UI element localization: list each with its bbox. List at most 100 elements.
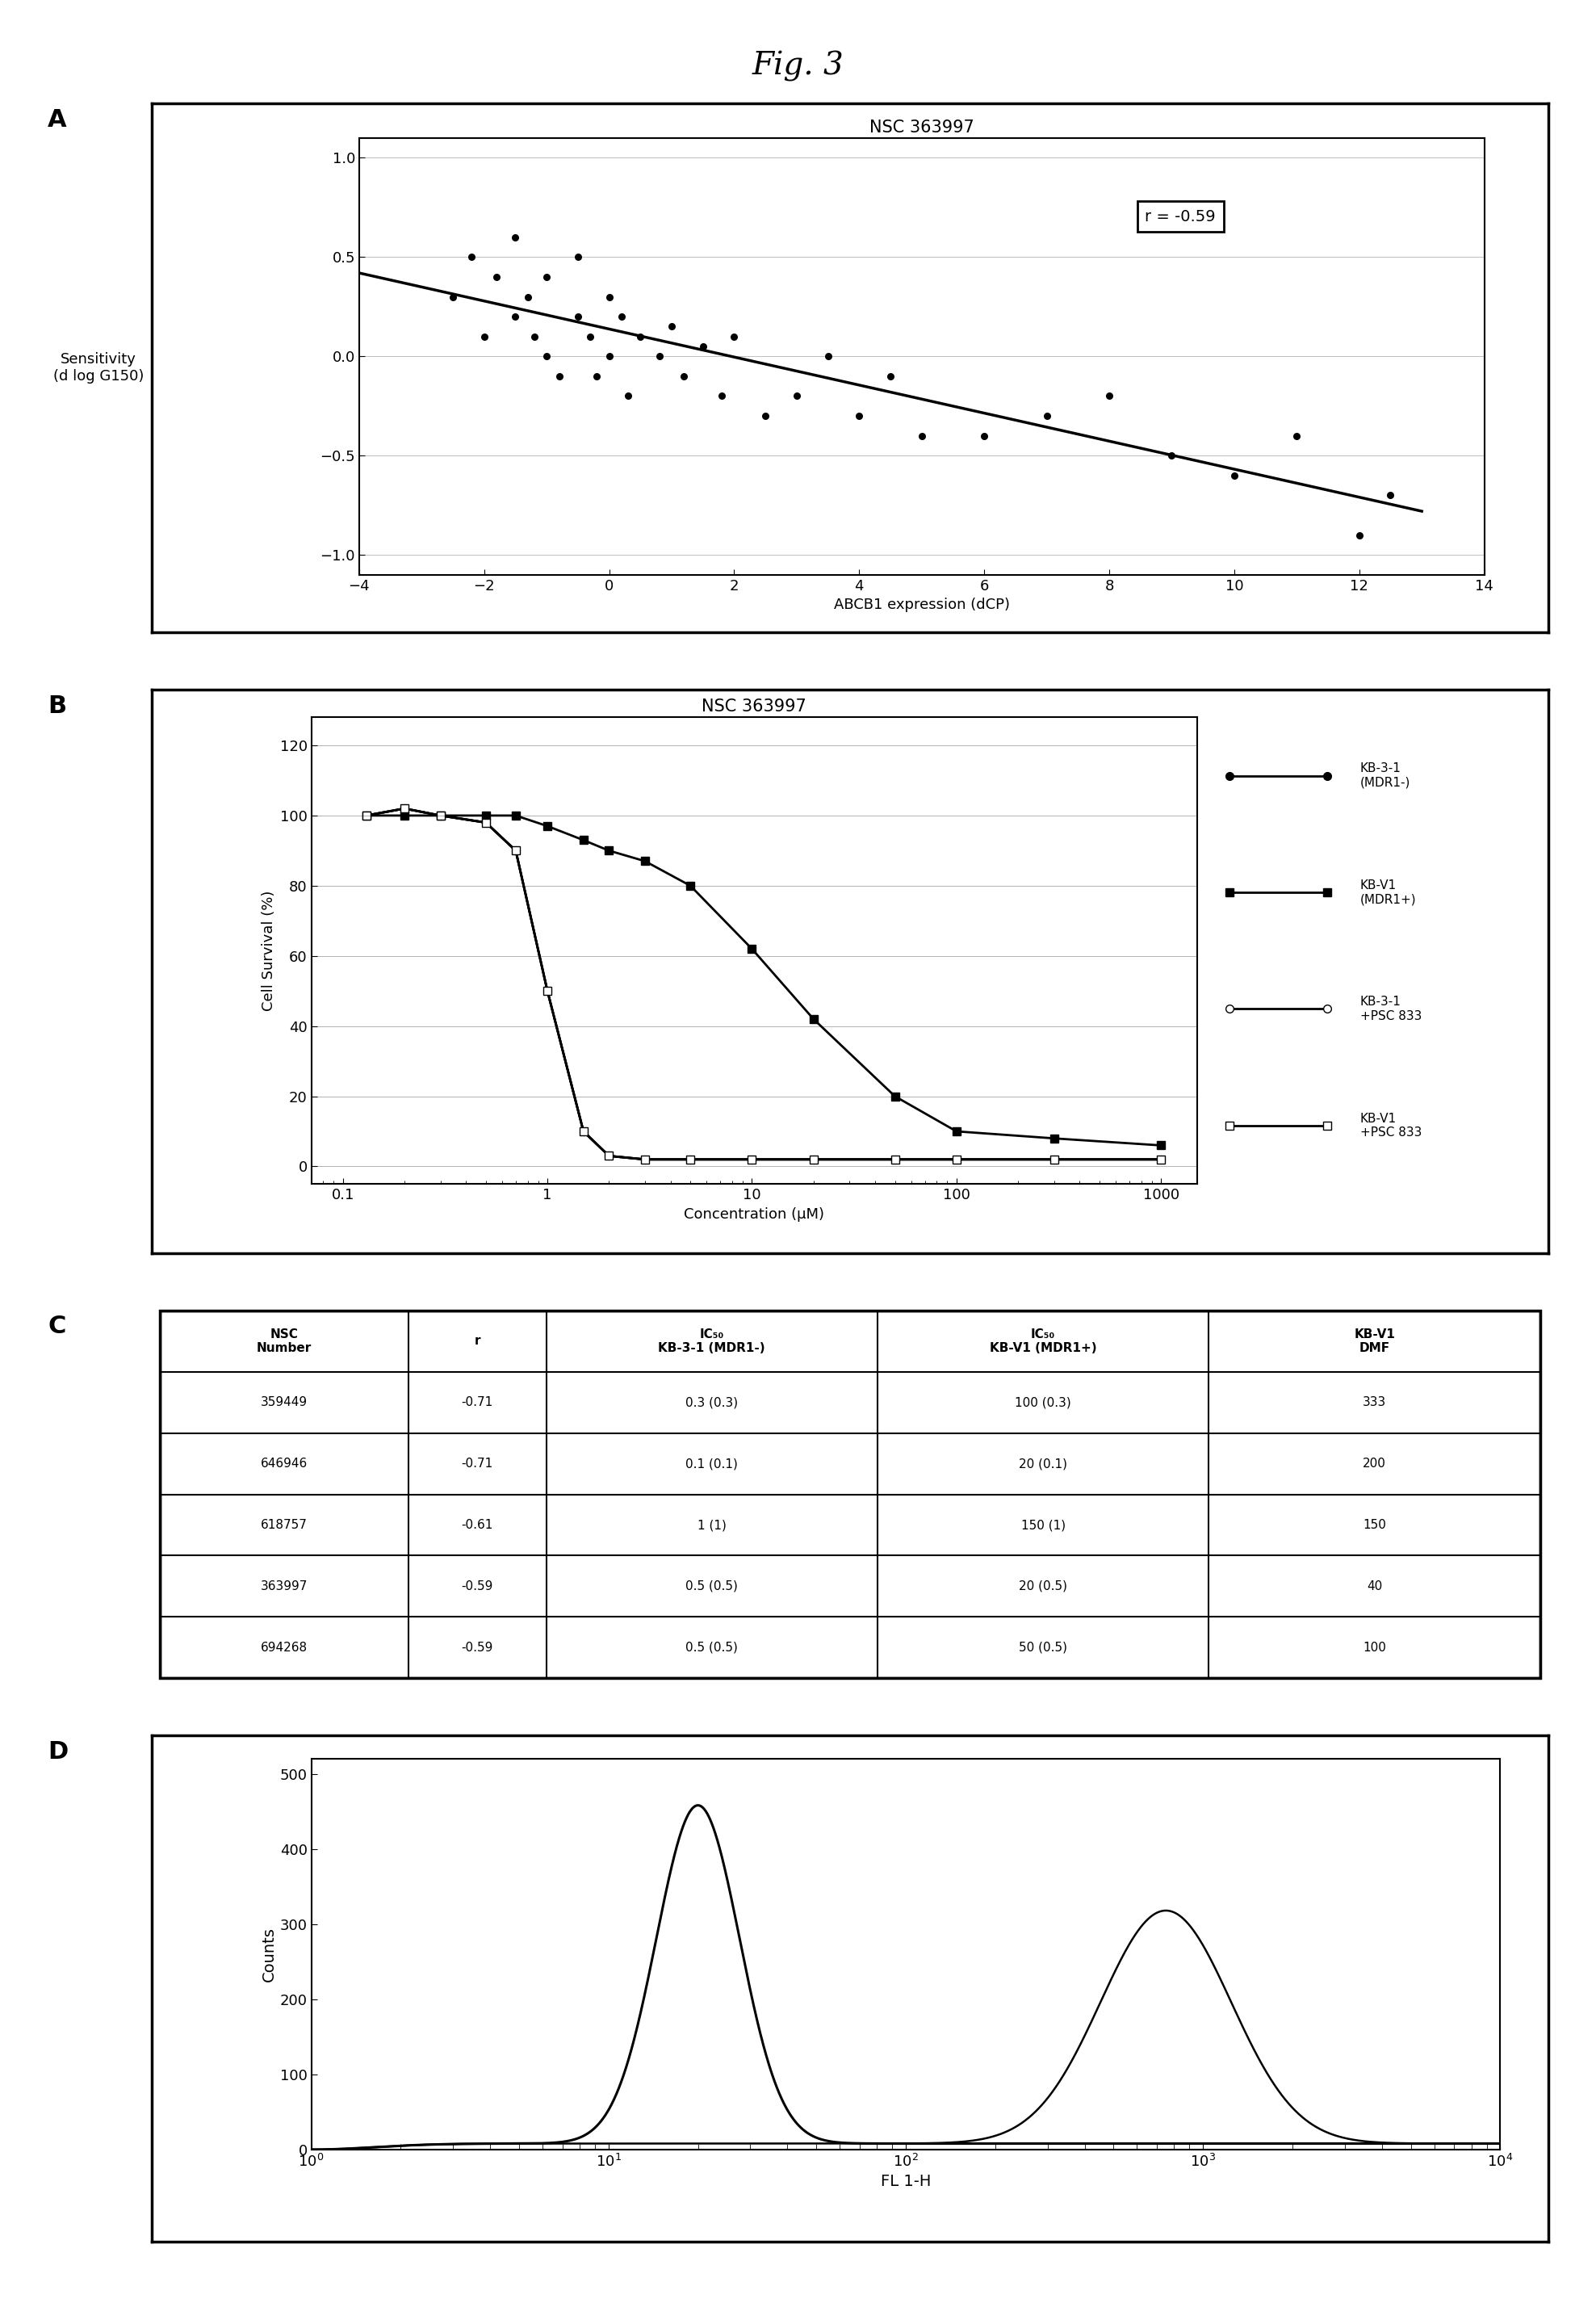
KB-3-1
(MDR1-) bbox=[476, 809, 495, 837]
KB-3-1
(MDR1-) bbox=[538, 977, 557, 1005]
X-axis label: FL 1-H: FL 1-H bbox=[881, 2175, 930, 2189]
Text: 0.5 (0.5): 0.5 (0.5) bbox=[686, 1641, 737, 1653]
KB-3-1
+PSC 833 bbox=[1044, 1145, 1063, 1172]
Text: IC₅₀
KB-V1 (MDR1+): IC₅₀ KB-V1 (MDR1+) bbox=[990, 1329, 1096, 1354]
Title: NSC 363997: NSC 363997 bbox=[870, 120, 974, 136]
KB-3-1
+PSC 833 bbox=[1151, 1145, 1170, 1172]
Point bbox=[597, 338, 622, 375]
KB-3-1
+PSC 833 bbox=[600, 1143, 619, 1170]
KB-V1
(MDR1+) bbox=[1044, 1124, 1063, 1152]
KB-3-1
+PSC 833 bbox=[886, 1145, 905, 1172]
Point bbox=[709, 377, 734, 414]
Point bbox=[484, 257, 509, 294]
Text: 333: 333 bbox=[1363, 1395, 1387, 1409]
KB-V1
+PSC 833 bbox=[431, 802, 450, 830]
KB-3-1
+PSC 833 bbox=[681, 1145, 701, 1172]
Text: KB-V1
(MDR1+): KB-V1 (MDR1+) bbox=[1360, 878, 1416, 906]
KB-3-1
+PSC 833 bbox=[742, 1145, 761, 1172]
KB-V1
+PSC 833 bbox=[506, 837, 525, 864]
KB-V1
+PSC 833 bbox=[742, 1145, 761, 1172]
KB-V1
(MDR1+) bbox=[1151, 1131, 1170, 1159]
KB-V1
(MDR1+) bbox=[600, 837, 619, 864]
KB-V1
(MDR1+) bbox=[431, 802, 450, 830]
Text: KB-V1
+PSC 833: KB-V1 +PSC 833 bbox=[1360, 1113, 1422, 1138]
KB-V1
+PSC 833 bbox=[600, 1143, 619, 1170]
Text: Sensitivity
(d log G150): Sensitivity (d log G150) bbox=[53, 352, 144, 384]
KB-3-1
(MDR1-) bbox=[946, 1145, 966, 1172]
Text: 100 (0.3): 100 (0.3) bbox=[1015, 1395, 1071, 1409]
KB-V1
(MDR1+) bbox=[804, 1005, 824, 1032]
KB-3-1
+PSC 833 bbox=[635, 1145, 654, 1172]
Point bbox=[471, 317, 496, 354]
Point bbox=[522, 317, 547, 354]
KB-V1
(MDR1+) bbox=[476, 802, 495, 830]
Point bbox=[1347, 517, 1373, 554]
Text: 40: 40 bbox=[1366, 1579, 1382, 1593]
Point bbox=[910, 418, 935, 455]
Text: 200: 200 bbox=[1363, 1458, 1387, 1469]
KB-V1
+PSC 833 bbox=[1151, 1145, 1170, 1172]
KB-V1
+PSC 833 bbox=[356, 802, 375, 830]
Text: IC₅₀
KB-3-1 (MDR1-): IC₅₀ KB-3-1 (MDR1-) bbox=[658, 1329, 766, 1354]
Text: Fig. 3: Fig. 3 bbox=[752, 51, 844, 80]
Point bbox=[1159, 437, 1184, 474]
Text: 363997: 363997 bbox=[260, 1579, 308, 1593]
Point bbox=[672, 359, 697, 395]
Text: KB-3-1
+PSC 833: KB-3-1 +PSC 833 bbox=[1360, 995, 1422, 1023]
Point bbox=[584, 359, 610, 395]
Point bbox=[878, 359, 903, 395]
KB-V1
+PSC 833 bbox=[804, 1145, 824, 1172]
Point bbox=[516, 278, 541, 315]
Text: r: r bbox=[474, 1336, 480, 1347]
Point bbox=[627, 317, 653, 354]
Point bbox=[578, 317, 603, 354]
Point bbox=[972, 418, 998, 455]
Text: -0.59: -0.59 bbox=[461, 1641, 493, 1653]
KB-3-1
(MDR1-) bbox=[804, 1145, 824, 1172]
KB-V1
(MDR1+) bbox=[946, 1117, 966, 1145]
Point bbox=[646, 338, 672, 375]
Text: 0.3 (0.3): 0.3 (0.3) bbox=[686, 1395, 737, 1409]
Point bbox=[816, 338, 841, 375]
KB-V1
+PSC 833 bbox=[394, 795, 413, 823]
KB-3-1
(MDR1-) bbox=[394, 795, 413, 823]
Text: -0.71: -0.71 bbox=[461, 1395, 493, 1409]
Point bbox=[546, 359, 571, 395]
KB-V1
+PSC 833 bbox=[946, 1145, 966, 1172]
KB-V1
(MDR1+) bbox=[356, 802, 375, 830]
KB-V1
(MDR1+) bbox=[635, 848, 654, 876]
KB-3-1
(MDR1-) bbox=[742, 1145, 761, 1172]
X-axis label: ABCB1 expression (dCP): ABCB1 expression (dCP) bbox=[833, 598, 1010, 612]
Text: C: C bbox=[48, 1315, 65, 1338]
Text: r = -0.59: r = -0.59 bbox=[1144, 209, 1216, 225]
Title: NSC 363997: NSC 363997 bbox=[702, 699, 806, 715]
KB-V1
(MDR1+) bbox=[742, 936, 761, 963]
KB-3-1
+PSC 833 bbox=[804, 1145, 824, 1172]
Point bbox=[608, 299, 634, 336]
KB-3-1
(MDR1-) bbox=[635, 1145, 654, 1172]
X-axis label: Concentration (μM): Concentration (μM) bbox=[683, 1207, 825, 1221]
Text: -0.71: -0.71 bbox=[461, 1458, 493, 1469]
Text: 0.5 (0.5): 0.5 (0.5) bbox=[686, 1579, 737, 1593]
Point bbox=[659, 308, 685, 345]
KB-3-1
(MDR1-) bbox=[681, 1145, 701, 1172]
Point bbox=[1096, 377, 1122, 414]
Point bbox=[565, 299, 591, 336]
Text: B: B bbox=[48, 694, 67, 717]
Text: 359449: 359449 bbox=[260, 1395, 308, 1409]
KB-V1
(MDR1+) bbox=[886, 1083, 905, 1110]
Text: 150 (1): 150 (1) bbox=[1021, 1520, 1066, 1531]
Point bbox=[721, 317, 747, 354]
Text: -0.59: -0.59 bbox=[461, 1579, 493, 1593]
Point bbox=[533, 338, 559, 375]
KB-V1
+PSC 833 bbox=[476, 809, 495, 837]
KB-3-1
(MDR1-) bbox=[600, 1143, 619, 1170]
KB-V1
+PSC 833 bbox=[575, 1117, 594, 1145]
KB-3-1
(MDR1-) bbox=[575, 1117, 594, 1145]
KB-3-1
+PSC 833 bbox=[476, 809, 495, 837]
KB-3-1
+PSC 833 bbox=[506, 837, 525, 864]
Point bbox=[503, 299, 528, 336]
KB-V1
(MDR1+) bbox=[575, 825, 594, 853]
Text: 646946: 646946 bbox=[260, 1458, 308, 1469]
Text: 20 (0.5): 20 (0.5) bbox=[1018, 1579, 1068, 1593]
